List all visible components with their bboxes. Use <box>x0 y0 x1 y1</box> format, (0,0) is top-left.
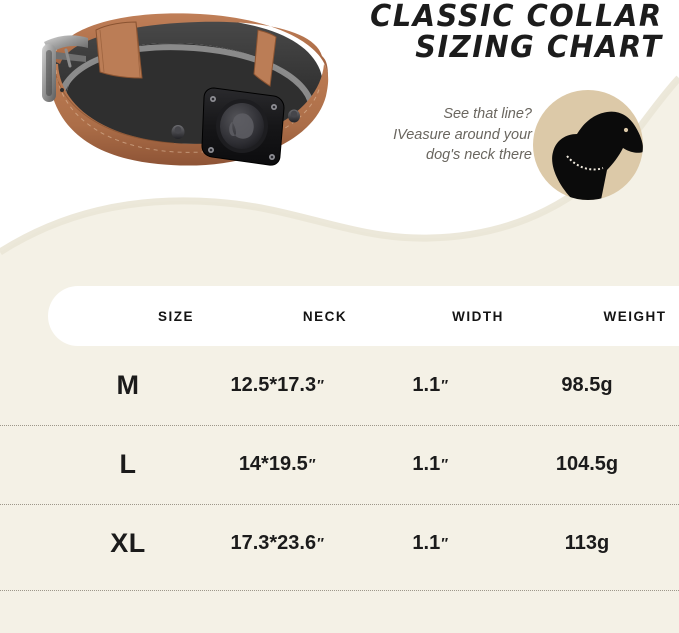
cell-width: 1.1 ″ <box>360 346 500 425</box>
inch-mark: ″ <box>441 377 448 394</box>
cell-neck: 14*19.5 ″ <box>197 425 357 504</box>
cell-width: 1.1 ″ <box>360 425 500 504</box>
dog-silhouette <box>552 111 643 200</box>
cell-size: XL <box>110 528 146 558</box>
page-title: CLASSIC COLLAR SIZING CHART <box>358 0 663 65</box>
cell-width-value: 1.1 <box>412 453 441 475</box>
cell-neck-value: 14*19.5 <box>238 453 308 475</box>
table-header-row: SIZE NECK WIDTH WEIGHT <box>48 286 679 346</box>
inch-mark: ″ <box>441 535 448 552</box>
dog-head-badge <box>533 90 643 200</box>
product-photo <box>8 4 360 219</box>
callout-line-1: See that line? <box>443 106 532 122</box>
table-row: M 12.5*17.3 ″ 1.1 ″ 98.5g <box>0 346 679 425</box>
airtag-holder-case <box>201 87 285 166</box>
inch-mark: ″ <box>317 535 324 552</box>
column-header-neck: NECK <box>302 308 348 324</box>
cell-weight: 104.5g <box>555 453 619 475</box>
hero-section: CLASSIC COLLAR SIZING CHART See that lin… <box>0 0 679 300</box>
cell-width-value: 1.1 <box>412 532 441 554</box>
callout-line-2: IVeasure around your <box>393 126 532 143</box>
cell-neck: 17.3*23.6 ″ <box>197 504 357 583</box>
table-row: XL 17.3*23.6 ″ 1.1 ″ 113g <box>0 504 679 583</box>
cell-weight: 113g <box>564 532 610 554</box>
measure-callout: See that line? IVeasure around your dog'… <box>322 104 532 166</box>
callout-line-3: dog's neck there <box>426 147 532 164</box>
cell-size: M <box>116 370 140 400</box>
column-header-width: WIDTH <box>452 308 504 324</box>
title-line-1: CLASSIC COLLAR <box>370 0 663 34</box>
cell-width: 1.1 ″ <box>360 504 500 583</box>
dog-eye <box>623 127 629 133</box>
inch-mark: ″ <box>308 456 316 473</box>
cell-neck-value: 17.3*23.6 <box>230 532 317 554</box>
sizing-table: SIZE NECK WIDTH WEIGHT M 12.5*17.3 ″ 1.1 ″… <box>0 286 679 633</box>
collar-keeper-loop <box>95 21 143 79</box>
cell-weight: 98.5g <box>561 374 613 396</box>
row-divider <box>0 504 679 505</box>
row-divider <box>0 425 679 426</box>
cell-size: L <box>119 449 137 479</box>
cell-neck: 12.5*17.3 ″ <box>197 346 357 425</box>
column-header-weight: WEIGHT <box>603 308 667 324</box>
table-row: L 14*19.5 ″ 1.1 ″ 104.5g <box>0 425 679 504</box>
inch-mark: ″ <box>317 377 324 394</box>
title-line-2: SIZING CHART <box>415 29 663 65</box>
inch-mark: ″ <box>441 456 448 473</box>
row-divider <box>0 590 679 591</box>
cell-neck-value: 12.5*17.3 <box>230 374 317 396</box>
cell-width-value: 1.1 <box>412 374 441 396</box>
column-header-size: SIZE <box>157 308 194 324</box>
dog-collar-line <box>566 155 604 171</box>
